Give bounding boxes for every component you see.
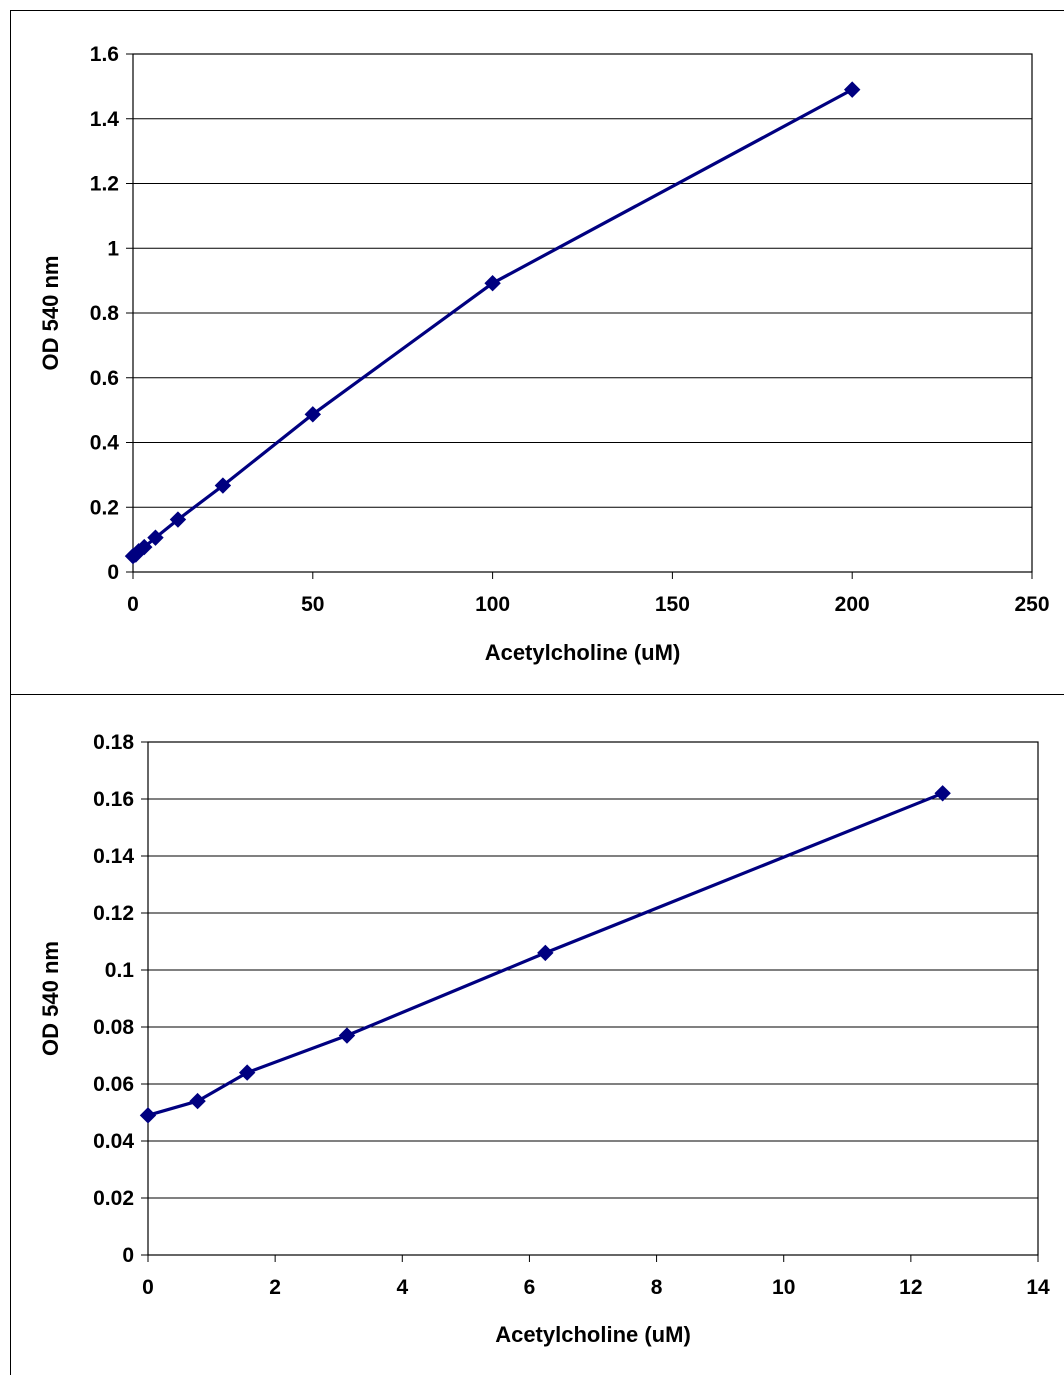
y-tick-label: 0.14: [93, 845, 134, 868]
x-tick-label: 4: [396, 1276, 408, 1299]
x-tick-label: 8: [651, 1276, 663, 1299]
chart-top: 0 0.2 0.4 0.6 0.8 1 1.2 1.4 1.6 0 50 100 150 200 250 Ac…: [38, 43, 1050, 665]
x-tick-label: 0: [127, 593, 139, 616]
data-point-marker: [189, 1092, 206, 1110]
data-point-marker: [147, 529, 164, 546]
y-tick-label: 0.1: [105, 959, 135, 982]
data-point-marker: [484, 275, 501, 292]
y-tick-label: 0.12: [93, 902, 134, 925]
x-axis-title: Acetylcholine (uM): [495, 1322, 691, 1347]
data-point-marker: [843, 81, 861, 98]
x-tick-label: 14: [1026, 1276, 1050, 1299]
data-point-marker: [304, 406, 322, 423]
x-tick-label: 10: [772, 1276, 795, 1299]
y-tick-label: 1.2: [90, 173, 119, 196]
y-tick-label: 0: [107, 561, 119, 584]
x-tick-label: 2: [269, 1276, 281, 1299]
x-tick-label: 250: [1014, 593, 1049, 616]
x-tick-label: 6: [524, 1276, 536, 1299]
y-tick-label: 0.8: [90, 302, 120, 325]
x-tick-label: 12: [899, 1276, 922, 1299]
x-axis-title: Acetylcholine (uM): [485, 640, 681, 665]
x-tick-label: 0: [142, 1276, 154, 1299]
x-tick-label: 150: [655, 593, 690, 616]
x-tick-label: 100: [475, 593, 510, 616]
data-point-marker: [139, 1107, 157, 1124]
y-tick-label: 0.06: [93, 1073, 134, 1096]
data-point-marker: [169, 511, 187, 528]
y-tick-label: 1.4: [90, 108, 120, 131]
y-tick-label: 0: [122, 1244, 134, 1267]
y-axis-title: OD 540 nm: [38, 941, 63, 1056]
y-axis-title: OD 540 nm: [38, 256, 63, 371]
panel-frame-top: [10, 10, 1064, 695]
data-point-marker: [136, 538, 153, 556]
series-line: [147, 791, 944, 1117]
y-tick-label: 1: [107, 237, 119, 260]
data-point-marker: [537, 944, 554, 962]
y-tick-label: 0.2: [90, 496, 119, 519]
y-tick-label: 0.6: [90, 367, 119, 390]
plot-area-border: [132, 53, 1033, 573]
y-tick-label: 0.4: [90, 432, 120, 455]
y-tick-label: 0.04: [93, 1130, 134, 1153]
data-point-marker: [934, 785, 951, 802]
x-tick-label: 200: [835, 593, 870, 616]
data-point-marker: [338, 1027, 356, 1044]
plot-area-border: [147, 741, 1039, 1256]
y-tick-label: 1.6: [90, 43, 119, 66]
panel-frame-bottom: [10, 694, 1064, 1375]
y-tick-label: 0.18: [93, 731, 134, 754]
x-tick-label: 50: [301, 593, 324, 616]
y-tick-label: 0.16: [93, 788, 134, 811]
y-tick-label: 0.08: [93, 1016, 134, 1039]
data-point-marker: [214, 477, 232, 494]
chart-bottom: 0 0.02 0.04 0.06 0.08 0.1 0.12 0.14 0.16 0.18 0 2 4 6…: [38, 731, 1050, 1347]
data-point-marker: [238, 1064, 256, 1081]
y-tick-label: 0.02: [93, 1187, 134, 1210]
